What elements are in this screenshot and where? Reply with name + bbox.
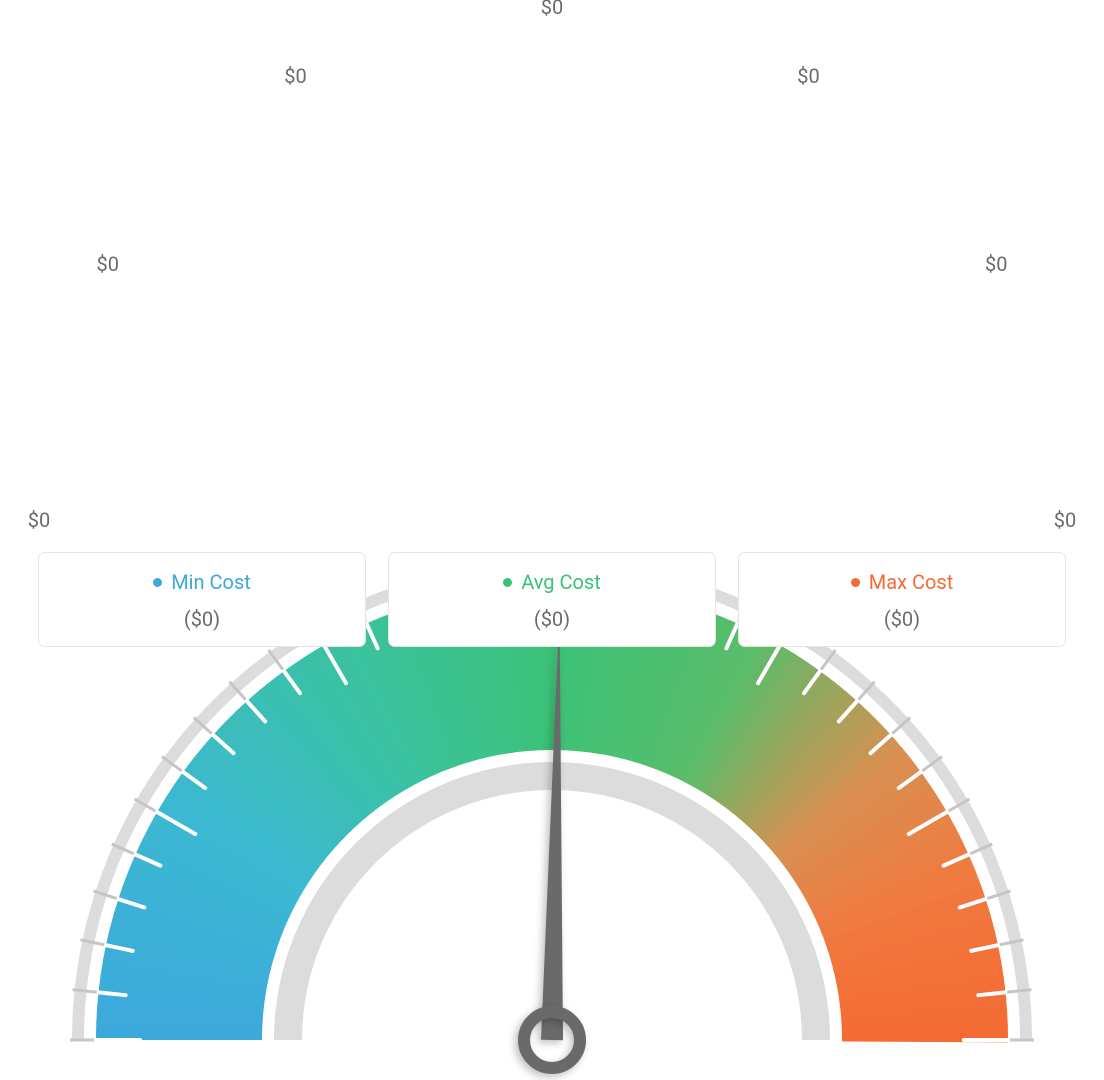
legend-dot-min [153, 578, 162, 587]
gauge-tick-label: $0 [541, 0, 563, 19]
gauge-tick-label: $0 [96, 252, 118, 276]
legend-card-min: Min Cost ($0) [38, 552, 366, 647]
legend-row: Min Cost ($0) Avg Cost ($0) Max Cost ($0… [38, 552, 1066, 647]
gauge-chart: $0 $0 $0 $0 $0 $0 $0 [0, 0, 1104, 560]
gauge-tick-label: $0 [284, 64, 306, 88]
legend-label-max: Max Cost [869, 570, 954, 594]
legend-dot-avg [503, 578, 512, 587]
legend-card-avg: Avg Cost ($0) [388, 552, 716, 647]
legend-dot-max [851, 578, 860, 587]
legend-card-max: Max Cost ($0) [738, 552, 1066, 647]
gauge-tick-label: $0 [985, 252, 1007, 276]
gauge-tick-label: $0 [28, 508, 50, 532]
legend-title-avg: Avg Cost [503, 570, 601, 594]
gauge-tick-label: $0 [1054, 508, 1076, 532]
legend-value-max: ($0) [749, 607, 1055, 631]
legend-label-min: Min Cost [171, 570, 251, 594]
legend-value-avg: ($0) [399, 607, 705, 631]
legend-title-min: Min Cost [153, 570, 251, 594]
legend-label-avg: Avg Cost [521, 570, 601, 594]
legend-title-max: Max Cost [851, 570, 954, 594]
gauge-tick-label: $0 [797, 64, 819, 88]
legend-value-min: ($0) [49, 607, 355, 631]
